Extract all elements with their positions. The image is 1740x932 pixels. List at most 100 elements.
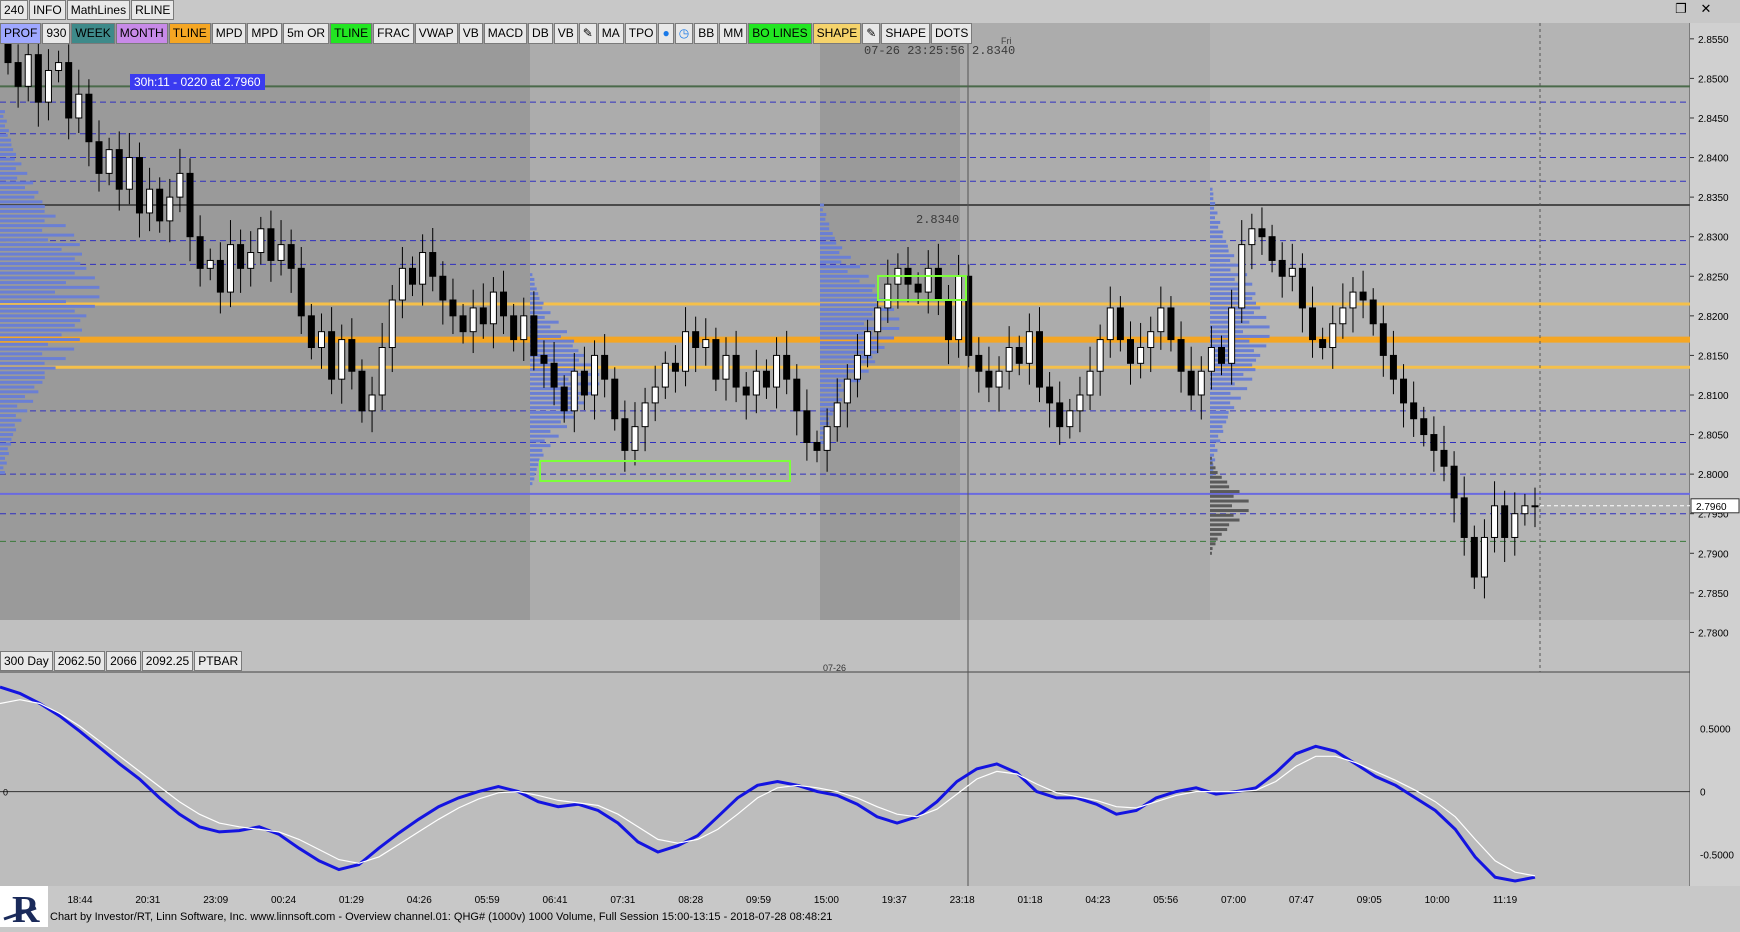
bar-timer-label: 30h:11 - 0220 at 2.7960 [130, 74, 265, 90]
candle-body [55, 62, 63, 71]
profile-row [0, 352, 43, 356]
price-tick-label: 2.8100 [1698, 391, 1729, 402]
candle-body [368, 394, 376, 412]
toolbar-btn-rline[interactable]: RLINE [131, 0, 175, 20]
candle-body [651, 386, 659, 404]
candle-body [1501, 505, 1509, 538]
study-btn-tline[interactable]: TLINE [330, 23, 373, 44]
profile-row [0, 143, 12, 147]
study-btn-mpd[interactable]: MPD [247, 23, 283, 44]
profile-row [0, 290, 55, 294]
drop-icon[interactable]: ● [658, 23, 674, 44]
profile-row [530, 472, 535, 476]
profile-row [820, 203, 824, 207]
candle-body [1197, 370, 1205, 396]
bottom-btn-2092-25[interactable]: 2092.25 [141, 651, 194, 671]
candle-body [348, 339, 356, 372]
bottom-btn-2062-50[interactable]: 2062.50 [53, 651, 106, 671]
profile-row [0, 385, 35, 389]
candle-body [267, 228, 275, 261]
candle-body [995, 370, 1003, 388]
study-btn-month[interactable]: MONTH [115, 23, 168, 44]
app-logo: R [0, 886, 48, 931]
study-btn-frac[interactable]: FRAC [373, 23, 414, 44]
bottom-btn-2066[interactable]: 2066 [106, 651, 141, 671]
study-btn-930[interactable]: 930 [42, 23, 71, 44]
profile-row [1210, 490, 1240, 494]
study-btn-5m-or[interactable]: 5m OR [283, 23, 330, 44]
candle-body [752, 370, 760, 396]
candle-body [560, 386, 568, 412]
study-btn-dots[interactable]: DOTS [931, 23, 973, 44]
profile-row [1210, 485, 1230, 489]
pencil-icon[interactable]: ✎ [578, 23, 597, 44]
study-btn-tpo[interactable]: TPO [624, 23, 658, 44]
candle-body [1531, 505, 1539, 508]
study-btn-vwap[interactable]: VWAP [414, 23, 458, 44]
study-btn-bb[interactable]: BB [694, 23, 719, 44]
study-btn-mpd[interactable]: MPD [211, 23, 247, 44]
study-btn-mm[interactable]: MM [719, 23, 748, 44]
study-btn-week[interactable]: WEEK [71, 23, 115, 44]
profile-row [820, 355, 873, 359]
profile-row [820, 317, 900, 321]
profile-row [1210, 263, 1241, 267]
toolbar-btn-info[interactable]: INFO [29, 0, 66, 20]
profile-row [820, 232, 833, 236]
clock-icon[interactable]: ◷ [674, 23, 694, 44]
study-btn-ma[interactable]: MA [597, 23, 624, 44]
profile-row [0, 266, 87, 270]
candle-body [65, 62, 73, 119]
candle-body [500, 291, 508, 317]
time-tick-label: 08:28 [678, 895, 703, 906]
logo-icon: R [0, 886, 48, 931]
candle-body [1339, 307, 1347, 325]
toolbar-btn-240[interactable]: 240 [0, 0, 29, 20]
candle-body [226, 244, 234, 293]
bottom-btn-ptbar[interactable]: PTBAR [194, 651, 243, 671]
range-box-2 [539, 460, 791, 482]
study-btn-vb[interactable]: VB [458, 23, 483, 44]
profile-row [1210, 287, 1244, 291]
profile-row [0, 281, 66, 285]
profile-row [0, 361, 45, 365]
volume-profile-3 [820, 203, 900, 444]
study-btn-db[interactable]: DB [528, 23, 553, 44]
profile-row [530, 287, 537, 291]
price-tick-label: 2.8550 [1698, 35, 1729, 46]
profile-row [1210, 453, 1215, 457]
close-window-icon[interactable]: ✕ [1700, 1, 1712, 16]
study-btn-prof[interactable]: PROF [0, 23, 42, 44]
bottom-btn-300-day[interactable]: 300 Day [0, 651, 53, 671]
candle-body [864, 331, 872, 356]
candle-body [783, 354, 791, 380]
profile-row [0, 129, 9, 133]
profile-row [1210, 368, 1256, 372]
study-btn-macd[interactable]: MACD [483, 23, 528, 44]
study-btn-tline[interactable]: TLINE [168, 23, 211, 44]
restore-window-icon[interactable]: ❐ [1675, 1, 1687, 16]
candle-body [1025, 331, 1033, 364]
time-tick-label: 06:41 [542, 895, 567, 906]
profile-row [0, 110, 5, 114]
profile-row [1210, 537, 1218, 541]
profile-row [1210, 273, 1248, 277]
pencil-icon[interactable]: ✎ [862, 23, 881, 44]
profile-row [0, 428, 17, 432]
profile-row [530, 277, 535, 281]
profile-row [1210, 463, 1214, 467]
study-btn-shape[interactable]: SHAPE [812, 23, 862, 44]
candle-body [702, 339, 710, 348]
study-btn-vb[interactable]: VB [553, 23, 578, 44]
candle-body [135, 157, 143, 214]
toolbar-btn-mathlines[interactable]: MathLines [66, 0, 131, 20]
candle-body [398, 267, 406, 301]
profile-row [1210, 532, 1222, 536]
profile-row [0, 119, 7, 123]
study-btn-shape[interactable]: SHAPE [881, 23, 931, 44]
profile-row [530, 439, 545, 443]
candle-body [277, 244, 285, 261]
study-btn-bo-lines[interactable]: BO LINES [748, 23, 812, 44]
candle-body [419, 252, 427, 285]
